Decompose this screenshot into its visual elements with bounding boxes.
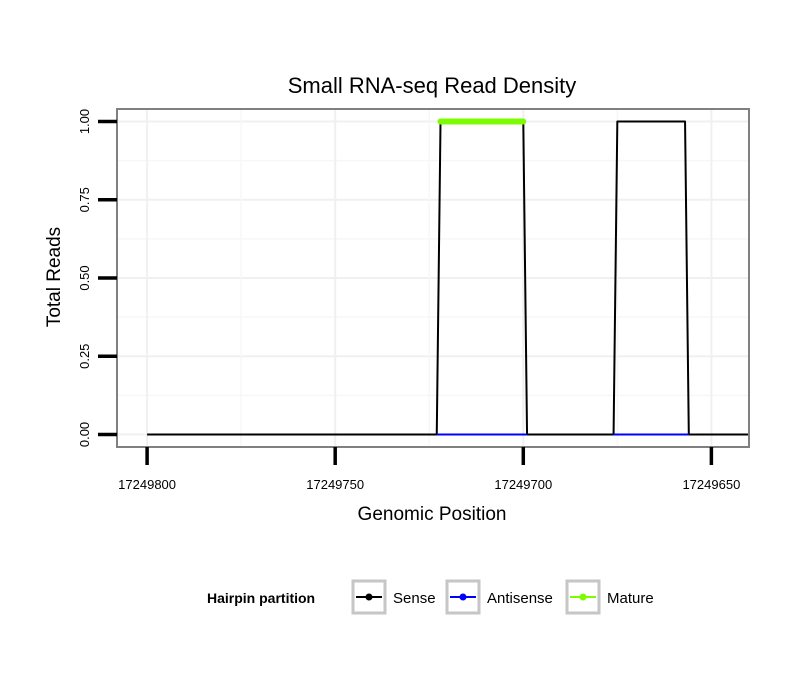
series-lines [147,118,749,436]
chart-title: Small RNA-seq Read Density [288,73,577,98]
y-tick-label: 1.00 [77,109,92,134]
legend-label-sense: Sense [393,590,436,607]
x-tick-label: 17249650 [682,477,740,492]
legend-title: Hairpin partition [207,590,315,606]
legend: Hairpin partition Sense Antisense Mature [207,579,654,615]
legend-label-mature: Mature [607,590,654,607]
y-axis: 0.00 0.25 0.50 0.75 1.00 [77,109,117,447]
y-tick-label: 0.50 [77,265,92,290]
legend-label-antisense: Antisense [487,590,553,607]
y-tick-label: 0.00 [77,422,92,447]
series-line-sense [147,120,749,436]
grid [117,109,749,447]
y-axis-title: Total Reads [44,227,65,327]
legend-key-point [459,593,467,601]
legend-key-point [579,593,587,601]
x-tick-label: 17249700 [494,477,552,492]
legend-key-point [365,593,373,601]
x-axis-title: Genomic Position [358,504,507,525]
x-tick-label: 17249750 [306,477,364,492]
x-tick-label: 17249800 [118,477,176,492]
x-axis: 17249800 17249750 17249700 17249650 [118,447,740,492]
y-tick-label: 0.25 [77,344,92,369]
y-tick-label: 0.75 [77,187,92,212]
